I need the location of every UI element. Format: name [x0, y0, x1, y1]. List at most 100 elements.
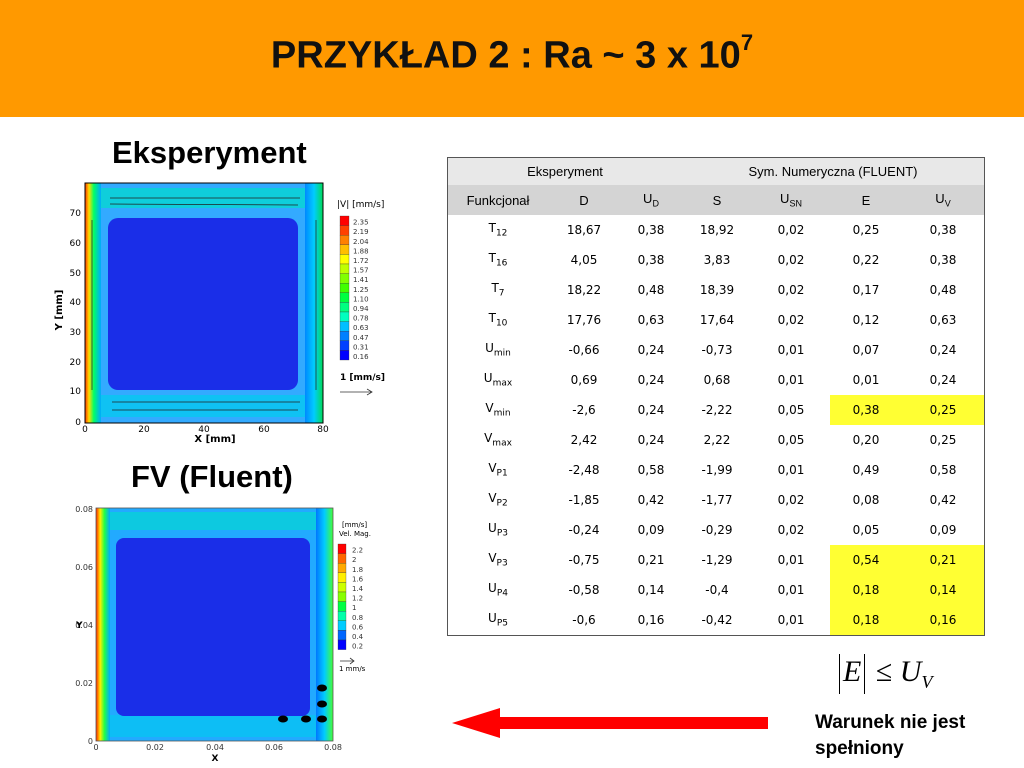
- legend-label: 1.4: [352, 585, 364, 593]
- functional-name: VP2: [488, 491, 508, 509]
- fv-legend-unit: [mm/s]: [342, 521, 367, 529]
- table-row: T10 17,76 0,63 17,64 0,02 0,12 0,63: [448, 305, 984, 335]
- table-cell: 0,21: [902, 545, 984, 575]
- label-experiment: Eksperyment: [112, 135, 307, 170]
- formula-op: ≤: [875, 654, 893, 688]
- fluent-cold-wall: [316, 508, 333, 741]
- table-row: T16 4,05 0,38 3,83 0,02 0,22 0,38: [448, 245, 984, 275]
- fv-y-title: Y: [75, 621, 83, 631]
- legend-swatch: [337, 543, 347, 554]
- table-cell: 2,42: [570, 433, 598, 447]
- column-header: Funkcjonał: [448, 185, 548, 215]
- table-cell: 4,05: [570, 253, 598, 267]
- table-cell: 0,02: [777, 283, 805, 297]
- fluent-core-region: [116, 538, 310, 716]
- exp-ytick-3: 40: [70, 298, 82, 308]
- legend-label: 0.8: [352, 614, 363, 622]
- legend-swatch: [337, 639, 347, 650]
- functional-name: Vmax: [484, 431, 512, 449]
- legend-swatch: [339, 254, 350, 265]
- legend-label: 2.35: [353, 219, 369, 227]
- table-cell: 0,21: [637, 553, 665, 567]
- table-cell: 0,24: [929, 343, 957, 357]
- table-cell: 0,16: [902, 605, 984, 635]
- table-cell: 0,63: [929, 313, 957, 327]
- table-cell: 0,01: [777, 583, 805, 597]
- column-header: S: [682, 185, 752, 215]
- table-cell: 0,24: [929, 373, 957, 387]
- table-cell: -1,29: [701, 553, 733, 567]
- table-body: T12 18,67 0,38 18,92 0,02 0,25 0,38 T16 4,05 0,38…: [448, 215, 984, 635]
- fv-ytick-1: 0.06: [75, 563, 93, 572]
- comparison-table: Eksperyment Sym. Numeryczna (FLUENT) Fun…: [447, 157, 985, 636]
- table-cell: -0,6: [572, 613, 596, 627]
- exp-ytick-7: 0: [75, 418, 81, 428]
- table-cell: 0,09: [929, 523, 957, 537]
- legend-label: 2: [352, 556, 356, 564]
- table-cell: 0,20: [852, 433, 880, 447]
- table-cell: 0,68: [703, 373, 731, 387]
- experiment-velocity-plot: 70 60 50 40 30 20 10 0 0 20 40 60 80 X […: [54, 182, 385, 445]
- legend-swatch: [339, 302, 350, 313]
- legend-label: 1.41: [353, 276, 369, 284]
- slide-title: PRZYKŁAD 2 : Ra ~ 3 x 107: [0, 30, 1024, 78]
- table-cell: 0,07: [852, 343, 880, 357]
- fv-ref-arrow: [340, 657, 355, 665]
- slide-header: [0, 0, 1024, 117]
- table-row: UP5 -0,6 0,16 -0,42 0,01 0,18 0,16: [448, 605, 984, 635]
- legend-label: 1.57: [353, 267, 369, 275]
- table-cell: 0,25: [852, 223, 880, 237]
- fv-ytick-4: 0: [88, 737, 93, 746]
- experiment-core-region: [108, 218, 298, 390]
- table-cell: 0,01: [777, 463, 805, 477]
- legend-label: 0.78: [353, 315, 369, 323]
- formula-rhs-sub: V: [921, 671, 933, 692]
- table-row: VP1 -2,48 0,58 -1,99 0,01 0,49 0,58: [448, 455, 984, 485]
- table-cell: -0,24: [568, 523, 600, 537]
- table-cell: -2,6: [572, 403, 596, 417]
- legend-swatch: [339, 350, 350, 361]
- table-cell: 0,02: [777, 523, 805, 537]
- table-cell: 0,38: [637, 253, 665, 267]
- legend-label: 2.19: [353, 228, 369, 236]
- legend-swatch: [337, 601, 347, 612]
- legend-swatch: [339, 292, 350, 303]
- table-cell: -2,22: [701, 403, 733, 417]
- legend-swatch: [339, 215, 350, 226]
- label-fv-fluent: FV (Fluent): [131, 459, 293, 494]
- functional-name: UP3: [488, 521, 508, 539]
- table-cell: -1,99: [701, 463, 733, 477]
- formula-rhs: U: [899, 654, 922, 688]
- legend-swatch: [337, 553, 347, 564]
- legend-swatch: [339, 331, 350, 341]
- group-header-experiment: Eksperyment: [448, 158, 682, 185]
- table-cell: 0,69: [570, 373, 598, 387]
- table-cell: 0,02: [777, 223, 805, 237]
- functional-name: VP3: [488, 551, 508, 569]
- table-cell: 0,63: [637, 313, 665, 327]
- table-row: Vmin -2,6 0,24 -2,22 0,05 0,38 0,25: [448, 395, 984, 425]
- table-cell: 0,58: [929, 463, 957, 477]
- exp-ytick-1: 60: [70, 239, 82, 249]
- exp-xtick-4: 80: [317, 425, 329, 435]
- exp-xtick-1: 20: [138, 425, 150, 435]
- exp-ytick-4: 30: [70, 328, 82, 338]
- exp-y-title: Y [mm]: [54, 290, 65, 332]
- column-header: USN: [752, 185, 830, 215]
- fv-legend: 2.22 1.81.6 1.4 1.21 0.80.6 0.4 0.2: [337, 543, 364, 651]
- functional-name: VP1: [488, 461, 508, 479]
- legend-label: 1: [352, 604, 356, 612]
- table-cell: -2,48: [568, 463, 600, 477]
- table-cell: -1,77: [701, 493, 733, 507]
- legend-label: 0.4: [352, 633, 364, 641]
- table-cell: 0,09: [637, 523, 665, 537]
- table-cell: 0,05: [777, 433, 805, 447]
- measurement-points: [278, 684, 327, 723]
- table-cell: 0,24: [637, 433, 665, 447]
- fv-xtick-4: 0.08: [324, 743, 342, 752]
- table-cell: 0,01: [852, 373, 880, 387]
- table-row: T12 18,67 0,38 18,92 0,02 0,25 0,38: [448, 215, 984, 245]
- title-exponent: 7: [740, 30, 754, 55]
- legend-swatch: [337, 572, 347, 583]
- legend-label: 0.6: [352, 623, 364, 631]
